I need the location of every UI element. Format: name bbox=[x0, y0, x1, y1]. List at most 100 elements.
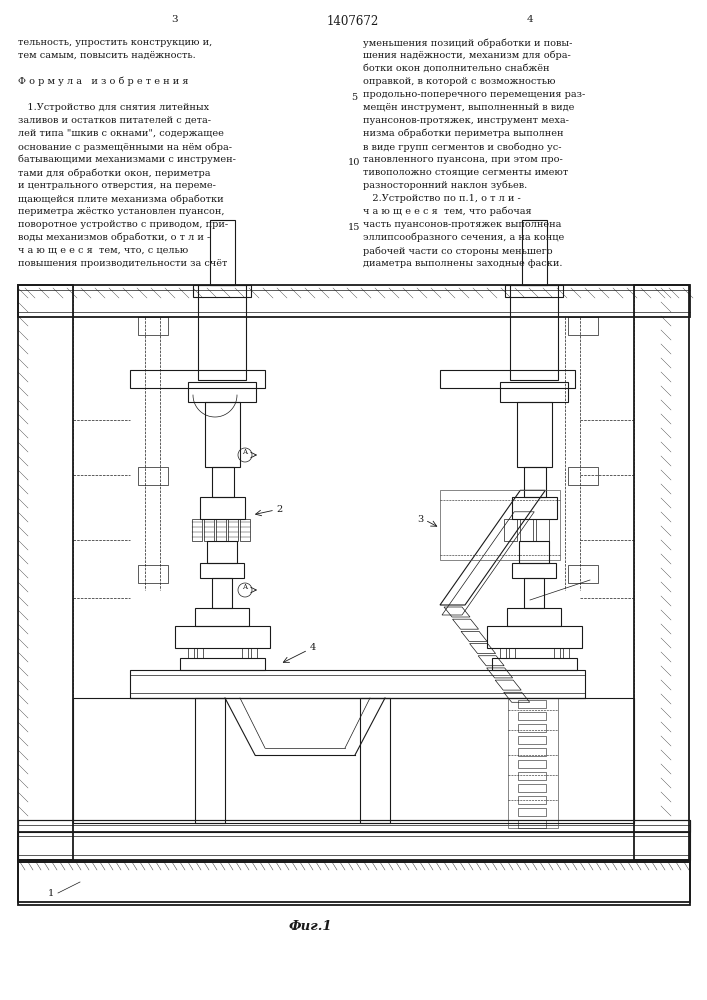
Bar bbox=[554, 648, 560, 658]
Text: тельность, упростить конструкцию и,: тельность, упростить конструкцию и, bbox=[18, 38, 212, 47]
Bar bbox=[210, 220, 235, 285]
Text: тем самым, повысить надёжность.: тем самым, повысить надёжность. bbox=[18, 51, 196, 60]
Text: 1.Устройство для снятия литейных: 1.Устройство для снятия литейных bbox=[18, 103, 209, 112]
Text: ботки окон дополнительно снабжён: ботки окон дополнительно снабжён bbox=[363, 64, 549, 73]
Text: лей типа "шкив с окнами", содержащее: лей типа "шкив с окнами", содержащее bbox=[18, 129, 224, 138]
Text: повышения производительности за счёт: повышения производительности за счёт bbox=[18, 259, 228, 268]
Bar bbox=[18, 285, 690, 317]
Bar bbox=[487, 626, 582, 648]
Bar bbox=[195, 698, 225, 823]
Bar bbox=[518, 820, 546, 828]
Bar bbox=[518, 700, 546, 708]
Text: 15: 15 bbox=[348, 223, 360, 232]
Bar bbox=[505, 285, 563, 297]
Text: тивоположно стоящие сегменты имеют: тивоположно стоящие сегменты имеют bbox=[363, 168, 568, 177]
Bar bbox=[240, 519, 250, 541]
Bar bbox=[519, 541, 549, 563]
Bar bbox=[536, 519, 549, 541]
Text: 2: 2 bbox=[276, 506, 282, 514]
Bar bbox=[512, 563, 556, 578]
Bar bbox=[200, 497, 245, 519]
Bar bbox=[563, 648, 569, 658]
Bar bbox=[500, 648, 506, 658]
Bar bbox=[180, 658, 265, 670]
Bar bbox=[512, 497, 557, 519]
Bar bbox=[518, 712, 546, 720]
Text: батывающими механизмами с инструмен-: батывающими механизмами с инструмен- bbox=[18, 155, 236, 164]
Bar bbox=[440, 370, 575, 388]
Bar bbox=[492, 658, 577, 670]
Text: 4: 4 bbox=[310, 644, 316, 652]
Text: периметра жёстко установлен пуансон,: периметра жёстко установлен пуансон, bbox=[18, 207, 225, 216]
Bar bbox=[507, 608, 561, 626]
Bar bbox=[200, 563, 244, 578]
Text: рабочей части со стороны меньшего: рабочей части со стороны меньшего bbox=[363, 246, 553, 255]
Bar bbox=[212, 578, 232, 608]
Bar bbox=[188, 648, 194, 658]
Bar bbox=[518, 808, 546, 816]
Bar bbox=[204, 519, 214, 541]
Text: A: A bbox=[243, 448, 247, 456]
Bar bbox=[504, 519, 517, 541]
Text: 5: 5 bbox=[351, 93, 357, 102]
Text: пуансонов-протяжек, инструмент меха-: пуансонов-протяжек, инструмент меха- bbox=[363, 116, 569, 125]
Bar bbox=[73, 698, 634, 823]
Bar bbox=[212, 467, 234, 497]
Text: основание с размещёнными на нём обра-: основание с размещёнными на нём обра- bbox=[18, 142, 232, 151]
Bar bbox=[18, 860, 690, 905]
Text: диаметра выполнены заходные фаски.: диаметра выполнены заходные фаски. bbox=[363, 259, 563, 268]
Bar bbox=[500, 382, 568, 402]
Text: часть пуансонов-протяжек выполнена: часть пуансонов-протяжек выполнена bbox=[363, 220, 561, 229]
Text: мещён инструмент, выполненный в виде: мещён инструмент, выполненный в виде bbox=[363, 103, 574, 112]
Bar bbox=[520, 519, 533, 541]
Text: 1407672: 1407672 bbox=[327, 15, 379, 28]
Bar bbox=[205, 402, 240, 467]
Bar bbox=[518, 772, 546, 780]
Text: щающейся плите механизма обработки: щающейся плите механизма обработки bbox=[18, 194, 223, 204]
Text: 2.Устройство по п.1, о т л и -: 2.Устройство по п.1, о т л и - bbox=[363, 194, 521, 203]
Bar bbox=[18, 820, 690, 860]
Text: разносторонний наклон зубьев.: разносторонний наклон зубьев. bbox=[363, 181, 527, 190]
Text: Ф о р м у л а   и з о б р е т е н и я: Ф о р м у л а и з о б р е т е н и я bbox=[18, 77, 189, 87]
Bar bbox=[568, 565, 598, 583]
Bar bbox=[251, 648, 257, 658]
Text: тами для обработки окон, периметра: тами для обработки окон, периметра bbox=[18, 168, 211, 178]
Bar bbox=[524, 578, 544, 608]
Text: продольно-поперечного перемещения раз-: продольно-поперечного перемещения раз- bbox=[363, 90, 585, 99]
Bar bbox=[522, 220, 547, 285]
Bar bbox=[192, 519, 202, 541]
Bar bbox=[518, 736, 546, 744]
Bar bbox=[18, 832, 690, 862]
Text: Фиг.1: Фиг.1 bbox=[288, 920, 332, 933]
Bar bbox=[207, 541, 237, 563]
Text: ч а ю щ е е с я  тем, что, с целью: ч а ю щ е е с я тем, что, с целью bbox=[18, 246, 188, 255]
Bar bbox=[508, 698, 558, 828]
Bar bbox=[634, 285, 689, 860]
Bar bbox=[18, 285, 73, 860]
Bar bbox=[197, 648, 203, 658]
Bar bbox=[130, 670, 585, 698]
Bar bbox=[510, 285, 558, 380]
Bar bbox=[518, 748, 546, 756]
Bar bbox=[568, 467, 598, 485]
Text: в виде групп сегментов и свободно ус-: в виде групп сегментов и свободно ус- bbox=[363, 142, 561, 151]
Bar bbox=[518, 784, 546, 792]
Bar bbox=[18, 862, 690, 902]
Bar bbox=[198, 285, 246, 380]
Text: 3: 3 bbox=[416, 516, 423, 524]
Text: 10: 10 bbox=[348, 158, 360, 167]
Text: тановленного пуансона, при этом про-: тановленного пуансона, при этом про- bbox=[363, 155, 563, 164]
Text: заливов и остатков питателей с дета-: заливов и остатков питателей с дета- bbox=[18, 116, 211, 125]
Text: низма обработки периметра выполнен: низма обработки периметра выполнен bbox=[363, 129, 563, 138]
Bar bbox=[138, 317, 168, 335]
Bar bbox=[175, 626, 270, 648]
Text: эллипсообразного сечения, а на конце: эллипсообразного сечения, а на конце bbox=[363, 233, 564, 242]
Bar bbox=[228, 519, 238, 541]
Bar bbox=[568, 317, 598, 335]
Bar bbox=[138, 467, 168, 485]
Text: уменьшения позиций обработки и повы-: уменьшения позиций обработки и повы- bbox=[363, 38, 573, 47]
Text: воды механизмов обработки, о т л и -: воды механизмов обработки, о т л и - bbox=[18, 233, 210, 242]
Bar bbox=[360, 698, 390, 823]
Bar bbox=[216, 519, 226, 541]
Bar bbox=[195, 608, 249, 626]
